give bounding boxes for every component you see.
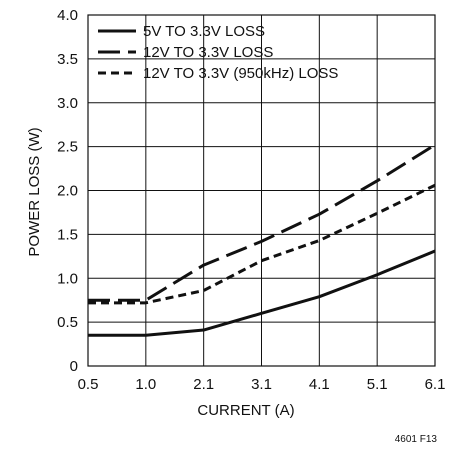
x-tick-label: 5.1 [367, 376, 388, 393]
y-tick-label: 1.0 [57, 270, 78, 287]
y-tick-label: 1.5 [57, 226, 78, 243]
x-tick-label: 4.1 [309, 376, 330, 393]
x-tick-label: 3.1 [251, 376, 272, 393]
series-line-1 [88, 249, 436, 337]
series-line-2 [88, 143, 436, 302]
y-tick-label: 3.0 [57, 95, 78, 112]
y-tick-label: 2.0 [57, 183, 78, 200]
y-tick-label: 0 [70, 358, 78, 375]
tick-layer: 0.5 1.0 2.1 3.1 4.1 5.1 6.100.51.01.52.02.53.0… [57, 7, 445, 393]
x-tick-label: 1.0 [135, 376, 156, 393]
legend-label-2: 12V TO 3.3V LOSS [143, 44, 273, 61]
grid-layer [88, 15, 435, 366]
plot-frame [87, 14, 436, 367]
legend: 5V TO 3.3V LOSS 12V TO 3.3V LOSS 12V TO 3.… [98, 23, 338, 82]
figure-id-label: 4601 F13 [395, 434, 438, 445]
y-tick-label: 3.5 [57, 51, 78, 68]
series-line-3 [88, 183, 436, 305]
x-tick-label: 6.1 [425, 376, 446, 393]
series-layer [88, 143, 436, 337]
x-tick-label: 0.5 [78, 376, 99, 393]
y-tick-label: 2.5 [57, 139, 78, 156]
y-tick-label: 0.5 [57, 314, 78, 331]
y-tick-label: 4.0 [57, 7, 78, 24]
legend-label-3: 12V TO 3.3V (950kHz) LOSS [143, 65, 338, 82]
legend-label-1: 5V TO 3.3V LOSS [143, 23, 265, 40]
y-axis-label: POWER LOSS (W) [26, 127, 43, 256]
x-axis-label: CURRENT (A) [197, 402, 294, 419]
x-tick-label: 2.1 [193, 376, 214, 393]
